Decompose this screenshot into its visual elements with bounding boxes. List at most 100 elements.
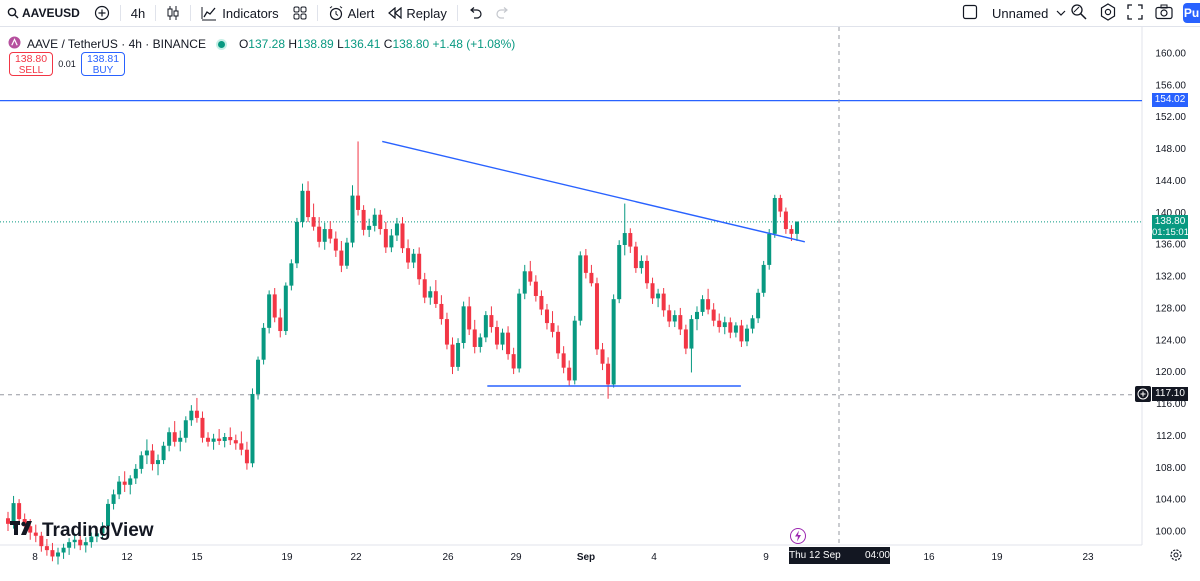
templates-button[interactable] xyxy=(286,0,314,26)
candle-body xyxy=(211,438,216,442)
search-icon xyxy=(7,7,19,19)
aave-logo-icon xyxy=(8,36,21,52)
candle-body xyxy=(89,536,94,543)
candle-body xyxy=(206,437,211,442)
tradingview-logo: TradingView xyxy=(10,520,154,542)
trade-panel: 138.80 SELL 0.01 138.81 BUY xyxy=(9,52,125,76)
candle-body xyxy=(578,255,583,321)
candle-body xyxy=(122,481,127,485)
candle-body xyxy=(678,315,683,330)
last-price-tag: 138.80 01:15:01 xyxy=(1152,215,1189,239)
time-axis-label: 15 xyxy=(191,552,203,563)
symbol-search-button[interactable]: AAVEUSD xyxy=(0,0,87,26)
search-settings-icon xyxy=(1070,3,1088,24)
candle-body xyxy=(795,221,799,234)
price-axis-label: 124.00 xyxy=(1155,335,1186,346)
candle-body xyxy=(506,332,511,355)
candle-body xyxy=(289,263,294,286)
candle-body xyxy=(33,532,38,536)
layout-checkbox-icon xyxy=(962,4,978,23)
time-axis-label: 23 xyxy=(1082,552,1094,563)
candle-body xyxy=(478,337,483,347)
price-axis-label: 148.00 xyxy=(1155,144,1186,155)
candle-body xyxy=(767,233,772,265)
candle-body xyxy=(28,526,33,533)
candle-body xyxy=(467,306,472,330)
candle-body xyxy=(633,246,638,269)
candle-body xyxy=(683,329,688,349)
candle-body xyxy=(200,417,205,438)
publish-button[interactable]: Pu xyxy=(1183,3,1200,23)
sell-button[interactable]: 138.80 SELL xyxy=(9,52,53,76)
candle-body xyxy=(494,327,499,345)
candle-body xyxy=(344,242,349,266)
layout-menu-button[interactable]: Unnamed xyxy=(962,0,1066,26)
candle-body xyxy=(389,235,394,248)
candle-body xyxy=(228,436,233,441)
candle-body xyxy=(300,190,305,222)
quick-search-button[interactable] xyxy=(1070,0,1088,26)
crosshair-price-tag: 117.10 xyxy=(1152,387,1188,401)
candle-body xyxy=(672,315,677,322)
layout-name: Unnamed xyxy=(992,5,1049,21)
candle-body xyxy=(78,539,83,546)
price-axis-label: 152.00 xyxy=(1155,112,1186,123)
candle-body xyxy=(406,248,411,263)
resistance-trendline xyxy=(382,140,805,243)
candle-body xyxy=(656,293,661,299)
crosshair-time-tag: Thu 12 Sep '24 04:00 xyxy=(789,547,890,578)
chart-type-button[interactable] xyxy=(159,0,187,26)
candle-body xyxy=(456,342,461,367)
legend-title: AAVE / TetherUS · 4h · BINANCE xyxy=(27,37,206,51)
time-axis-label: 8 xyxy=(32,552,38,563)
candle-body xyxy=(639,260,644,269)
add-circle-icon xyxy=(94,5,110,21)
candle-body xyxy=(233,440,238,444)
ohlc-values: O137.28 H138.89 L136.41 C138.80 +1.48 (+… xyxy=(239,37,515,51)
time-axis-label: 9 xyxy=(763,552,769,563)
undo-button[interactable] xyxy=(461,0,489,26)
chevron-down-icon xyxy=(1056,6,1066,20)
candles-icon xyxy=(166,5,180,21)
candle-body xyxy=(606,363,611,385)
snapshot-button[interactable] xyxy=(1155,0,1173,26)
replay-button[interactable]: Replay xyxy=(381,0,453,26)
compare-symbol-button[interactable] xyxy=(87,0,117,26)
settings-button[interactable] xyxy=(1099,0,1117,26)
last-price-value: 138.80 xyxy=(1154,216,1186,227)
low-label: L xyxy=(337,37,344,51)
candle-body xyxy=(183,420,188,438)
fullscreen-button[interactable] xyxy=(1127,0,1143,26)
redo-button[interactable] xyxy=(489,0,517,26)
price-axis-label: 132.00 xyxy=(1155,272,1186,283)
candle-body xyxy=(444,319,449,345)
interval-button[interactable]: 4h xyxy=(124,0,152,26)
candle-body xyxy=(172,432,177,442)
price-axis-label: 160.00 xyxy=(1155,49,1186,60)
price-chart[interactable]: 160.00 156.00 152.00 148.00 144.00 140.00 136.… xyxy=(0,27,1200,567)
candle-body xyxy=(156,460,161,465)
chart-settings-button[interactable] xyxy=(1169,548,1183,565)
price-axis-label: 112.00 xyxy=(1156,431,1186,442)
indicators-button[interactable]: Indicators xyxy=(194,0,285,26)
event-marker[interactable] xyxy=(790,528,806,544)
candle-body xyxy=(628,233,633,247)
add-alert-button[interactable] xyxy=(1135,386,1151,402)
candle-body xyxy=(417,253,422,280)
crosshair-date: Thu 12 Sep '24 xyxy=(789,550,841,578)
candle-body xyxy=(178,437,183,442)
buy-label: BUY xyxy=(92,65,114,76)
candle-body xyxy=(700,299,705,312)
camera-icon xyxy=(1155,4,1173,23)
candle-body xyxy=(272,294,277,318)
candle-body xyxy=(161,445,166,461)
candle-body xyxy=(378,214,383,230)
candle-body xyxy=(294,221,299,264)
bar-countdown: 01:15:01 xyxy=(1152,227,1189,238)
toolbar-divider xyxy=(316,5,318,21)
time-axis-label: 19 xyxy=(991,552,1003,563)
buy-button[interactable]: 138.81 BUY xyxy=(81,52,125,76)
alert-button[interactable]: Alert xyxy=(321,0,382,26)
candle-body xyxy=(522,271,527,294)
open-label: O xyxy=(238,37,249,51)
